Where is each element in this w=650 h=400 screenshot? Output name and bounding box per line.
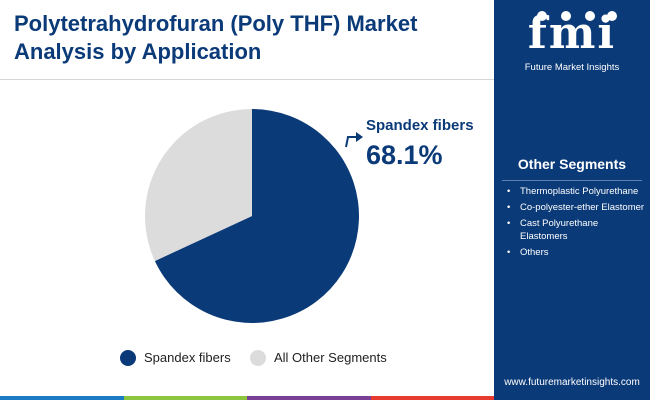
legend-item-spandex: Spandex fibers (120, 348, 231, 368)
callout-value: 68.1% (366, 140, 443, 170)
pie-chart (145, 109, 363, 324)
logo-dot-icon (606, 10, 618, 22)
header-divider (0, 79, 494, 80)
legend-swatch-spandex (120, 350, 136, 366)
callout-arrowhead (356, 132, 363, 142)
pie-slices (145, 109, 359, 324)
callout-label: Spandex fibers (366, 117, 474, 134)
bottom-bar-segment (123, 396, 247, 400)
logo-subtitle: Future Market Insights (524, 62, 620, 73)
logo-dot-icon (584, 10, 596, 22)
segment-item: Co-polyester-ether Elastomer (504, 201, 648, 214)
segment-item: Cast Polyurethane Elastomers (504, 217, 648, 243)
title-line-2: Analysis by Application (14, 39, 262, 64)
sidebar: fmi Future Market Insights Other Segment… (494, 0, 650, 400)
legend-swatch-other (250, 350, 266, 366)
bottom-bar-segment (370, 396, 494, 400)
legend-label-spandex: Spandex fibers (144, 350, 231, 365)
website-url: www.futuremarketinsights.com (504, 377, 640, 388)
pie-slice-all-other-segments (145, 109, 252, 261)
pie-slice-spandex-fibers (154, 109, 359, 324)
bottom-bar-segment (247, 396, 371, 400)
logo-letters: fmi (527, 8, 617, 59)
page-title: Polytetrahydrofuran (Poly THF) Market An… (14, 10, 484, 66)
segment-item: Others (504, 246, 648, 259)
logo-icons (530, 10, 620, 24)
other-segments-list: Thermoplastic Polyurethane Co-polyester-… (504, 185, 648, 262)
other-segments-heading: Other Segments (517, 156, 627, 172)
legend-item-other: All Other Segments (250, 348, 387, 368)
title-line-1: Polytetrahydrofuran (Poly THF) Market (14, 11, 418, 36)
logo-dot-icon (536, 10, 548, 22)
segment-item: Thermoplastic Polyurethane (504, 185, 648, 198)
logo-dot-icon (560, 10, 572, 22)
legend-label-other: All Other Segments (274, 350, 387, 365)
callout-line (345, 136, 356, 148)
segments-divider (502, 180, 642, 181)
bottom-color-bar (0, 396, 494, 400)
callout-arrow (345, 132, 363, 148)
bottom-bar-segment (0, 396, 124, 400)
fmi-logo: fmi Future Market Insights (510, 8, 634, 78)
